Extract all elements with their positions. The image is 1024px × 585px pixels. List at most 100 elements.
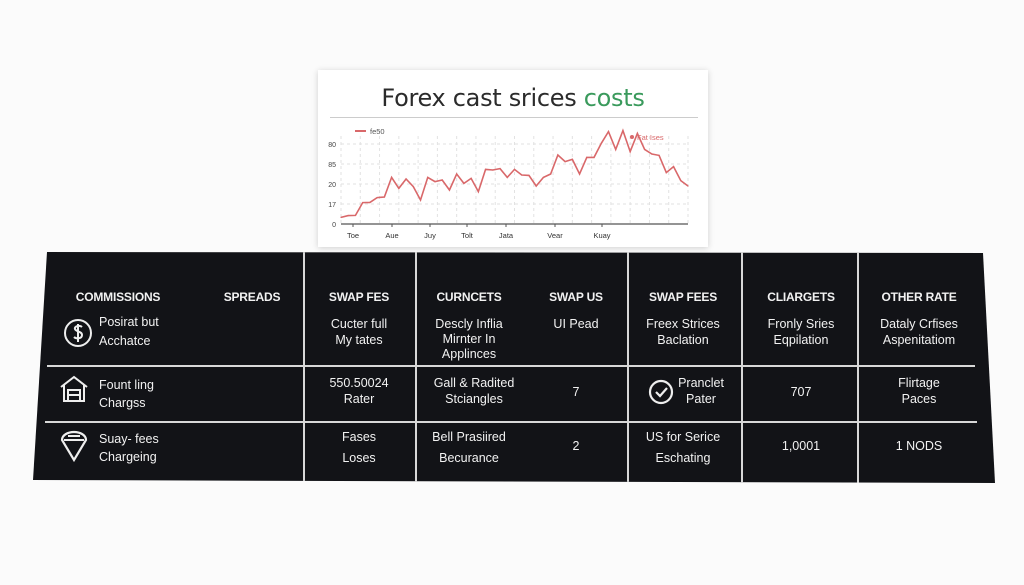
column-header: OTHER RATE bbox=[881, 290, 957, 304]
column-header: CURNCETS bbox=[436, 290, 502, 304]
table-cell: 2 bbox=[572, 439, 580, 453]
data-point bbox=[615, 148, 617, 150]
table-cell: 1 NODS bbox=[895, 439, 943, 453]
table-cell: Mirnter In bbox=[442, 332, 496, 346]
data-point bbox=[463, 182, 465, 184]
data-point bbox=[405, 178, 407, 180]
y-tick-label: 17 bbox=[328, 202, 336, 209]
table-cell: Flirtage bbox=[898, 376, 940, 390]
table-cell: My tates bbox=[335, 333, 383, 347]
data-point bbox=[492, 169, 494, 171]
data-point bbox=[571, 158, 573, 160]
data-point bbox=[398, 187, 400, 189]
data-point bbox=[477, 191, 479, 193]
data-point bbox=[593, 156, 595, 158]
table-cell: Dataly Crfises bbox=[880, 317, 958, 331]
table-cell: 707 bbox=[790, 385, 812, 399]
table-cell: 1,0001 bbox=[781, 439, 821, 453]
table-cell: Fases bbox=[341, 430, 377, 444]
column-header: SWAP US bbox=[549, 290, 603, 304]
data-point bbox=[586, 156, 588, 158]
data-point bbox=[564, 161, 566, 163]
column-header: SWAP FES bbox=[328, 290, 390, 304]
column-header: CLIARGETS bbox=[767, 290, 835, 304]
y-tick-label: 0 bbox=[332, 222, 336, 229]
data-point bbox=[427, 176, 429, 178]
x-tick-label: Aue bbox=[385, 231, 398, 240]
table-cell: Pranclet bbox=[678, 376, 724, 390]
data-point bbox=[672, 166, 675, 168]
title-main: Forex cast srices bbox=[381, 84, 577, 112]
y-tick-label: 85 bbox=[328, 162, 336, 169]
data-point bbox=[550, 173, 552, 175]
data-point bbox=[419, 199, 422, 201]
data-point bbox=[513, 168, 516, 170]
table-cell: Eqpilation bbox=[773, 333, 829, 347]
x-tick-label: Toe bbox=[347, 231, 359, 240]
data-point bbox=[441, 179, 443, 181]
row-divider bbox=[47, 365, 975, 367]
data-point bbox=[578, 173, 581, 175]
data-point bbox=[607, 131, 610, 133]
data-point bbox=[665, 172, 667, 174]
x-tick-label: Juy bbox=[424, 231, 436, 240]
table-cell: Bell Prasiired bbox=[432, 430, 506, 444]
data-point bbox=[391, 176, 393, 178]
row-label: Chargeing bbox=[99, 450, 157, 464]
column-divider bbox=[857, 252, 859, 483]
data-point bbox=[687, 185, 689, 187]
table-cell: Gall & Radited bbox=[433, 376, 515, 390]
x-tick-label: Tolt bbox=[461, 231, 474, 240]
check-circle-icon bbox=[648, 379, 674, 410]
data-point bbox=[644, 148, 646, 150]
column-header: COMMISSIONS bbox=[75, 290, 161, 304]
chart-card: Forex cast srices costs 0 17 20 85 80 Toe Aue J… bbox=[318, 70, 708, 247]
data-point bbox=[434, 181, 436, 183]
row-label: Acchatce bbox=[99, 334, 151, 348]
cost-table: COMMISSIONS SPREADS SWAP FES CURNCETS SWAP U… bbox=[33, 252, 995, 483]
legend-label: fe50 bbox=[370, 127, 385, 136]
row-divider bbox=[45, 421, 977, 423]
y-tick-label: 80 bbox=[328, 142, 336, 149]
legend-dot bbox=[630, 135, 634, 139]
data-point bbox=[499, 168, 501, 170]
x-tick-label: Vear bbox=[547, 231, 563, 240]
data-point bbox=[680, 180, 682, 182]
data-point bbox=[470, 177, 472, 179]
table-cell: Aspenitatiom bbox=[882, 333, 956, 347]
row-label: Chargss bbox=[99, 396, 146, 410]
table-cell: Rater bbox=[343, 392, 375, 406]
row-label: Fount ling bbox=[99, 378, 154, 392]
table-cell: Baclation bbox=[657, 333, 709, 347]
data-point bbox=[542, 176, 545, 178]
table-cell: Pater bbox=[686, 392, 716, 406]
data-point bbox=[376, 197, 378, 199]
house-icon bbox=[59, 374, 89, 409]
chart-title: Forex cast srices costs bbox=[318, 84, 708, 112]
x-tick-label: Jata bbox=[499, 231, 514, 240]
table-cell: Descly Inflia bbox=[435, 317, 503, 331]
table-cell: Freex Strices bbox=[646, 317, 720, 331]
table-cell: Stciangles bbox=[445, 392, 503, 406]
data-point bbox=[600, 142, 602, 144]
table-cell: Eschating bbox=[655, 451, 711, 465]
data-point bbox=[557, 154, 559, 156]
column-header: SWAP FEES bbox=[649, 290, 717, 304]
dollar-coin-icon bbox=[63, 318, 93, 353]
table-cell: Cucter full bbox=[330, 317, 388, 331]
legend-label: Fat Ises bbox=[637, 133, 664, 142]
data-point bbox=[636, 132, 638, 134]
data-point bbox=[528, 174, 530, 176]
table-cell: Loses bbox=[342, 451, 376, 465]
table-cell: Becurance bbox=[439, 451, 499, 465]
data-point bbox=[354, 214, 357, 216]
data-point bbox=[456, 173, 458, 175]
line-chart: 0 17 20 85 80 Toe Aue Juy Tolt Jata Vear Kuay fe50 Fa… bbox=[328, 127, 689, 240]
x-tick-label: Kuay bbox=[593, 231, 610, 240]
shield-icon bbox=[60, 430, 88, 467]
data-point bbox=[369, 201, 371, 203]
data-point bbox=[484, 168, 487, 170]
data-point bbox=[448, 189, 451, 191]
data-point bbox=[362, 202, 364, 204]
data-point bbox=[658, 154, 660, 156]
